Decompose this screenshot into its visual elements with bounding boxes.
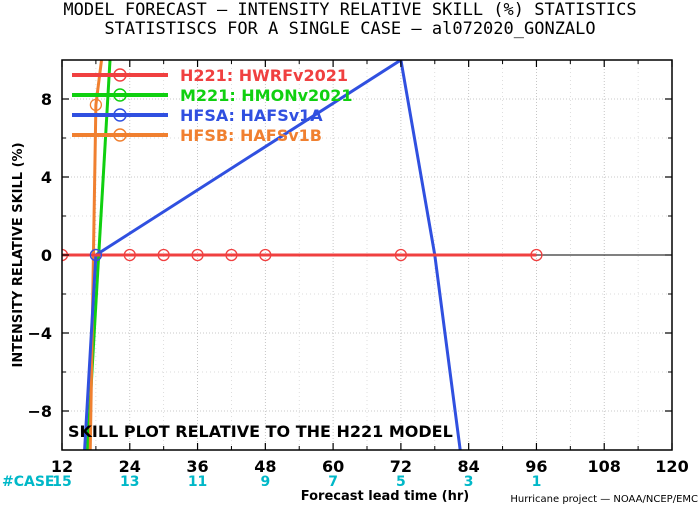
legend-marker	[113, 128, 127, 142]
y-tick-label: 4	[41, 168, 52, 187]
legend-label: H221: HWRFv2021	[180, 66, 348, 85]
legend-marker	[113, 88, 127, 102]
y-axis-label: INTENSITY RELATIVE SKILL (%)	[11, 142, 26, 367]
data-point	[123, 248, 136, 262]
data-point	[259, 248, 272, 262]
case-count: 15	[52, 474, 71, 490]
case-count: 3	[464, 474, 474, 490]
case-count-header: #CASE	[2, 474, 55, 490]
series-line	[83, 60, 462, 450]
credit-text: Hurricane project — NOAA/NCEP/EMC	[510, 494, 698, 505]
y-tick-label: −8	[27, 402, 52, 421]
x-tick-label: 36	[186, 457, 208, 476]
x-tick-label: 24	[119, 457, 141, 476]
case-count: 11	[188, 474, 207, 490]
legend-marker	[113, 108, 127, 122]
x-tick-label: 96	[525, 457, 547, 476]
x-tick-label: 60	[322, 457, 344, 476]
x-tick-label: 12	[51, 457, 73, 476]
data-point	[157, 248, 170, 262]
legend-marker	[113, 68, 127, 82]
y-tick-label: 8	[41, 90, 52, 109]
case-count: 13	[120, 474, 139, 490]
relative-skill-note: SKILL PLOT RELATIVE TO THE H221 MODEL	[68, 422, 453, 441]
x-tick-label: 48	[254, 457, 276, 476]
case-count: 5	[396, 474, 406, 490]
x-tick-label: 72	[390, 457, 412, 476]
data-point	[89, 248, 103, 262]
legend-label: M221: HMONv2021	[180, 86, 353, 105]
data-point	[394, 248, 408, 262]
data-point	[89, 98, 103, 111]
x-tick-label: 84	[458, 457, 480, 476]
x-axis-label: Forecast lead time (hr)	[301, 489, 469, 504]
data-point	[191, 248, 204, 262]
y-tick-label: 0	[41, 246, 52, 265]
y-tick-label: −4	[27, 324, 52, 343]
case-count: 7	[328, 474, 338, 490]
x-tick-label: 108	[588, 457, 621, 476]
legend-label: HFSA: HAFSv1A	[180, 106, 323, 125]
chart-title: MODEL FORECAST — INTENSITY RELATIVE SKIL…	[63, 0, 637, 20]
x-tick-label: 120	[655, 457, 688, 476]
data-point	[225, 248, 238, 262]
chart-subtitle: STATISTISCS FOR A SINGLE CASE — al072020…	[104, 19, 596, 39]
data-point	[530, 248, 543, 262]
case-count: 9	[260, 474, 270, 490]
legend-label: HFSB: HAFSv1B	[180, 126, 322, 145]
case-count: 1	[532, 474, 542, 490]
